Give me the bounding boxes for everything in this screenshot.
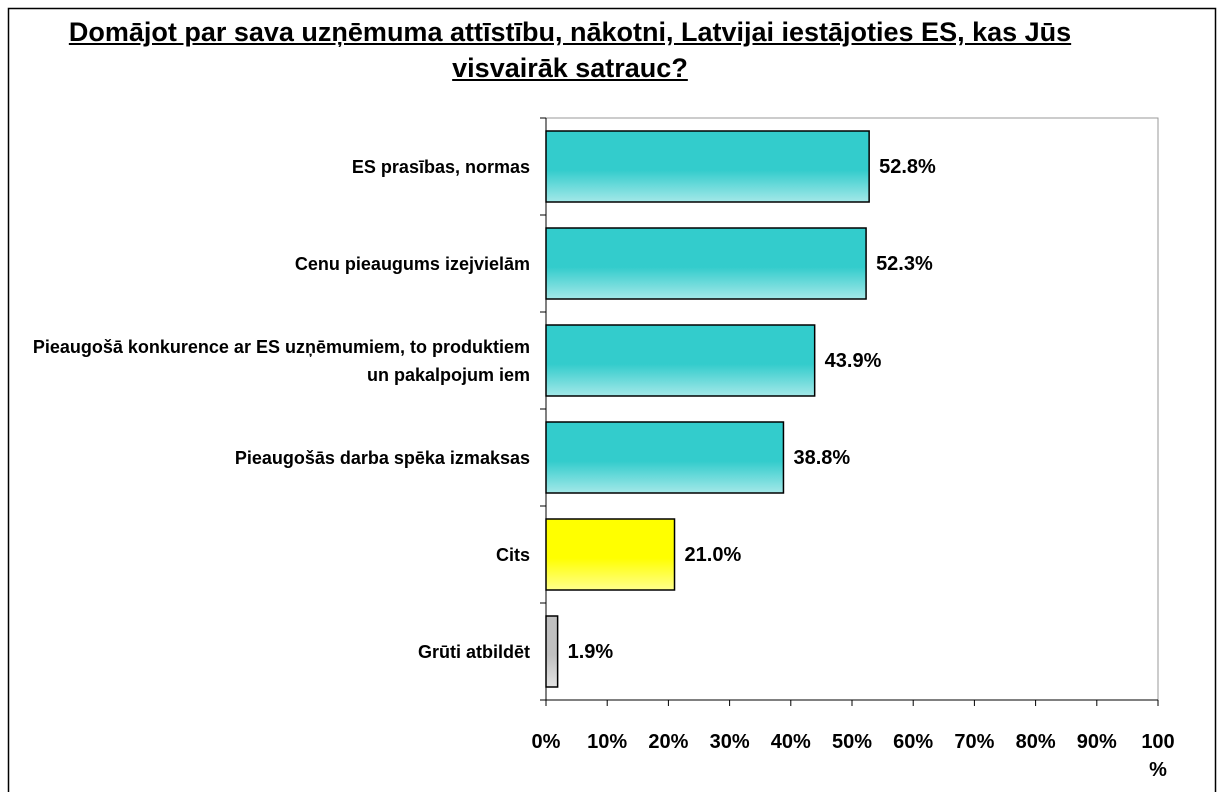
bar [545,421,785,494]
value-label: 1.9% [567,640,614,663]
y-tick-label: Cits [495,544,530,565]
bar [545,615,559,688]
x-tick-label: 50% [831,731,873,753]
value-label: 52.8% [879,155,936,178]
y-tick-label: Grūti atbildēt [418,641,530,662]
x-tick-label: 70% [954,731,995,753]
bar [545,227,867,300]
x-tick-label: 100 % [1141,731,1175,781]
y-tick-label: Pieaugošās darba spēka izmaksas [234,447,530,468]
y-tick-label: ES prasības, normas [351,156,530,177]
plot-area [545,117,1159,701]
x-tick-label: 40% [770,731,811,753]
x-tick-label: 80% [1015,731,1056,753]
x-tick-label: 0% [531,731,561,753]
bar [545,324,816,397]
value-label: 38.8% [793,446,851,469]
x-tick-label: 30% [709,731,750,753]
y-tick-label: Cenu pieaugums izejvielām [294,253,530,274]
chart-title: Domājot par sava uzņēmuma attīstību, nāk… [68,17,1072,83]
x-tick-label: 10% [587,731,628,753]
x-tick-label: 90% [1076,731,1117,753]
value-label: 52.3% [876,252,933,275]
chart-border [7,7,1217,792]
y-tick-label: Pieaugošā konkurence ar ES uzņēmumiem, t… [32,336,530,385]
value-label: 21.0% [684,543,742,566]
value-label: 43.9% [824,349,882,372]
bar [545,518,676,591]
x-tick-label: 60% [893,731,934,753]
x-tick-label: 20% [648,731,689,753]
bar [545,130,870,203]
